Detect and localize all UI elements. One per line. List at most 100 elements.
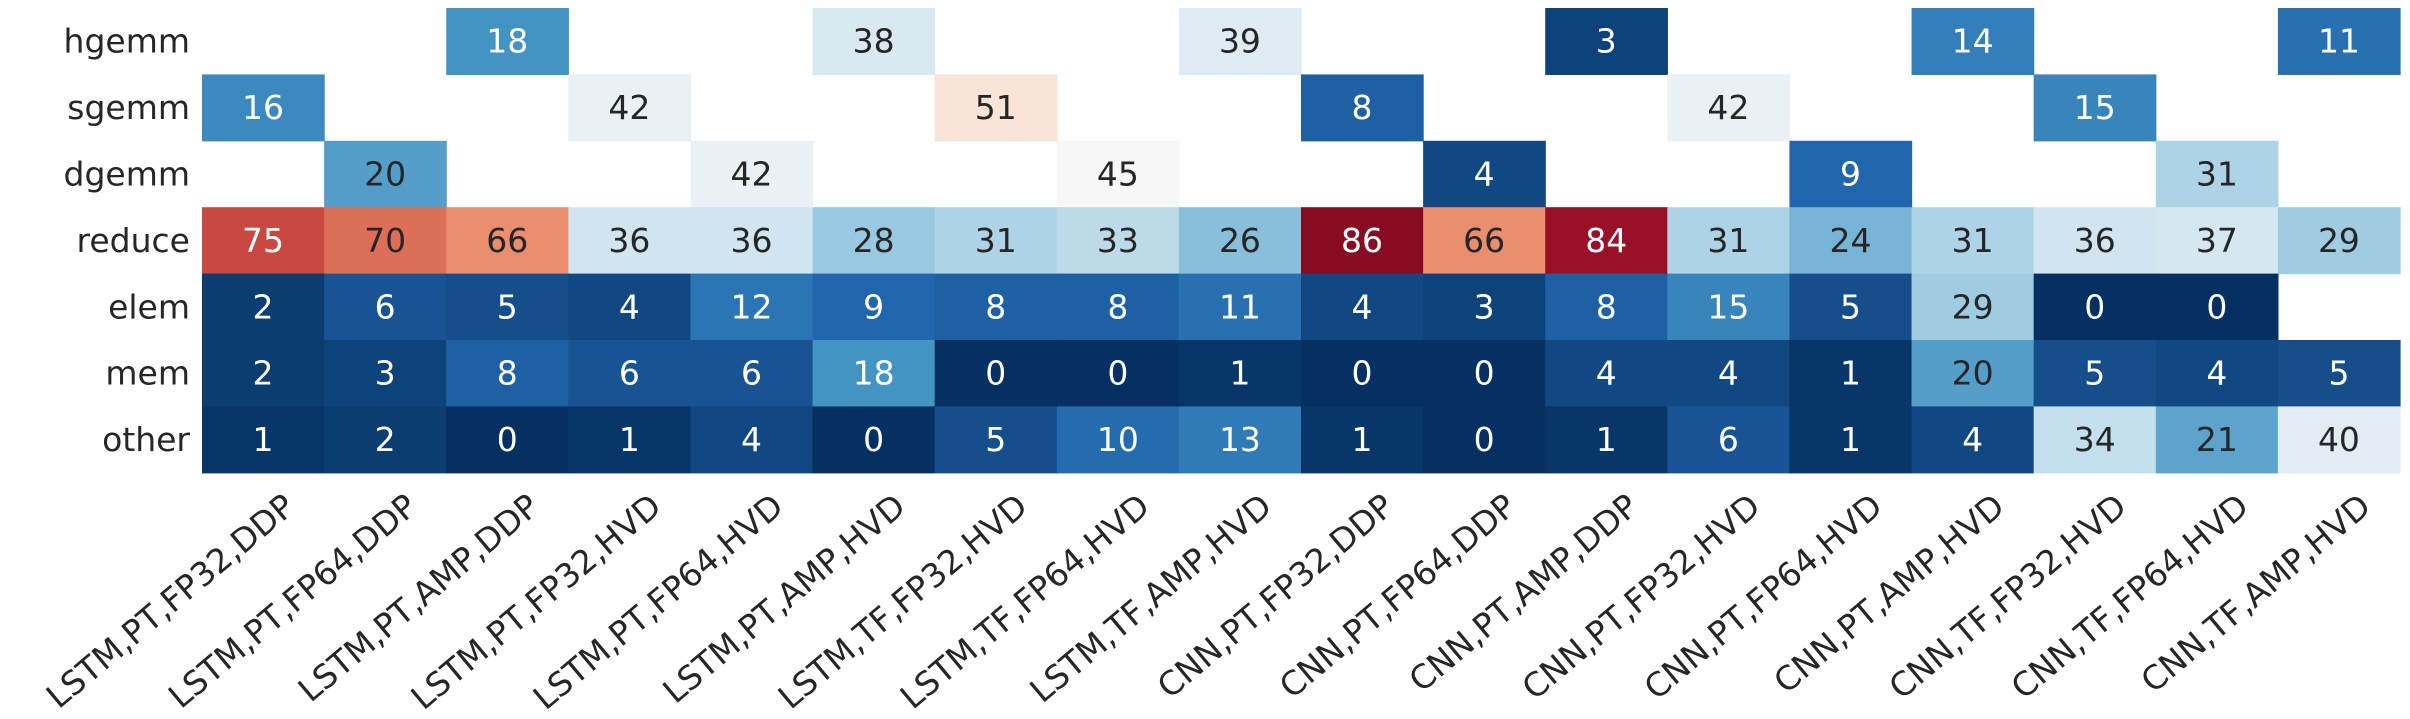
- heatmap-cell: [812, 207, 936, 275]
- heatmap-cell: [1545, 273, 1668, 341]
- heatmap-cell: [1667, 406, 1791, 474]
- heatmap-cell-label: 16: [242, 88, 284, 127]
- heatmap-cell-label: 20: [364, 155, 406, 194]
- heatmap-cell: [1545, 207, 1668, 275]
- heatmap-cell-label: 4: [1352, 287, 1373, 326]
- heatmap-cell: [1056, 273, 1180, 341]
- heatmap-cell: [812, 273, 936, 341]
- heatmap-cell-label: 4: [1718, 354, 1739, 393]
- heatmap-cell: [690, 406, 814, 474]
- heatmap-cell-label: 40: [2318, 420, 2360, 459]
- heatmap-cell: [1911, 8, 2035, 75]
- heatmap-cell-label: 0: [1352, 354, 1373, 393]
- heatmap-cell: [2277, 406, 2401, 474]
- heatmap-cell-label: 5: [2084, 354, 2105, 393]
- heatmap-cell-label: 5: [1840, 287, 1861, 326]
- heatmap-cell-label: 26: [1219, 221, 1261, 260]
- heatmap-cell-label: 37: [2196, 221, 2238, 260]
- heatmap-cell-label: 86: [1341, 221, 1383, 260]
- heatmap-cell-label: 15: [1707, 287, 1749, 326]
- heatmap-cell-label: 4: [619, 287, 640, 326]
- heatmap-cell: [568, 340, 692, 407]
- heatmap-cell-label: 84: [1585, 221, 1627, 260]
- heatmap-cell: [1667, 207, 1791, 275]
- heatmap-cell: [446, 8, 569, 75]
- heatmap-cell: [324, 406, 447, 474]
- column-labels: LSTM,PT,FP32,DDPLSTM,PT,FP64,DDPLSTM,PT,…: [39, 486, 2378, 717]
- heatmap-cell: [446, 340, 569, 407]
- heatmap-cell-label: 2: [375, 420, 396, 459]
- heatmap-cell-label: 0: [1474, 420, 1495, 459]
- row-labels: hgemm sgemm dgemm reduce elem mem other: [64, 22, 191, 459]
- heatmap-cell: [1301, 273, 1424, 341]
- heatmap-cell-label: 29: [2318, 221, 2360, 260]
- heatmap-cell-label: 1: [1840, 420, 1861, 459]
- row-label: mem: [105, 354, 190, 393]
- heatmap-cell: [2277, 8, 2401, 75]
- heatmap-cell: [1789, 140, 1913, 208]
- heatmap-cell: [324, 207, 447, 275]
- row-label: reduce: [77, 221, 190, 260]
- heatmap-cell: [2277, 340, 2401, 407]
- heatmap-cell: [568, 406, 692, 474]
- heatmap-cell-label: 8: [497, 354, 518, 393]
- heatmap-cell-label: 4: [1962, 420, 1983, 459]
- heatmap-cell-label: 36: [2074, 221, 2116, 260]
- heatmap-cell-label: 1: [1840, 354, 1861, 393]
- heatmap-cell: [1056, 340, 1180, 407]
- heatmap-cell-label: 1: [619, 420, 640, 459]
- heatmap-cell: [2277, 207, 2401, 275]
- heatmap-cell: [2155, 207, 2279, 275]
- heatmap-cell-label: 31: [975, 221, 1017, 260]
- heatmap-cell: [1301, 406, 1424, 474]
- heatmap-cell-label: 8: [1596, 287, 1617, 326]
- heatmap-cell: [202, 273, 325, 341]
- heatmap-cell: [1911, 207, 2035, 275]
- heatmap-cell: [1178, 340, 1302, 407]
- heatmap-cell-label: 51: [975, 88, 1017, 127]
- heatmap-cell: [2155, 406, 2279, 474]
- heatmap-cell-label: 42: [1707, 88, 1749, 127]
- heatmap-cell: [446, 273, 569, 341]
- heatmap-cell-label: 11: [1219, 287, 1261, 326]
- heatmap-cell: [2033, 273, 2157, 341]
- row-label: other: [102, 420, 190, 459]
- heatmap-cell-label: 18: [486, 22, 528, 61]
- heatmap-cell-label: 6: [1718, 420, 1739, 459]
- heatmap-cell-label: 9: [863, 287, 884, 326]
- heatmap-cell-label: 8: [985, 287, 1006, 326]
- heatmap-cell: [1911, 340, 2035, 407]
- heatmap-cell-label: 3: [375, 354, 396, 393]
- heatmap-cell-label: 4: [1596, 354, 1617, 393]
- heatmap-cell-label: 31: [1707, 221, 1749, 260]
- heatmap-cell-label: 1: [1352, 420, 1373, 459]
- heatmap-cell-label: 3: [1596, 22, 1617, 61]
- heatmap-cell-label: 0: [497, 420, 518, 459]
- heatmap-cells: [202, 8, 2401, 474]
- heatmap-cell: [1667, 273, 1791, 341]
- heatmap-cell: [1789, 340, 1913, 407]
- heatmap-cell-label: 31: [1952, 221, 1994, 260]
- heatmap-cell-label: 6: [619, 354, 640, 393]
- heatmap-cell-label: 15: [2074, 88, 2116, 127]
- heatmap-cell: [1789, 207, 1913, 275]
- heatmap-cell-label: 66: [486, 221, 528, 260]
- heatmap-cell-label: 3: [1474, 287, 1495, 326]
- heatmap-cell: [568, 207, 692, 275]
- heatmap-cell-label: 20: [1952, 354, 1994, 393]
- heatmap-cell: [202, 340, 325, 407]
- heatmap-cell: [812, 8, 936, 75]
- heatmap-cell: [934, 207, 1058, 275]
- heatmap-cell-label: 21: [2196, 420, 2238, 459]
- heatmap-cell-label: 45: [1097, 155, 1139, 194]
- heatmap-cell: [1423, 140, 1546, 208]
- heatmap-cell-label: 9: [1840, 155, 1861, 194]
- heatmap-cell-label: 0: [1107, 354, 1128, 393]
- heatmap-cell-label: 36: [608, 221, 650, 260]
- heatmap-cell: [1911, 273, 2035, 341]
- heatmap-cell: [446, 207, 569, 275]
- heatmap-cell: [1056, 406, 1180, 474]
- heatmap-cell-label: 29: [1952, 287, 1994, 326]
- heatmap-cell-label: 0: [863, 420, 884, 459]
